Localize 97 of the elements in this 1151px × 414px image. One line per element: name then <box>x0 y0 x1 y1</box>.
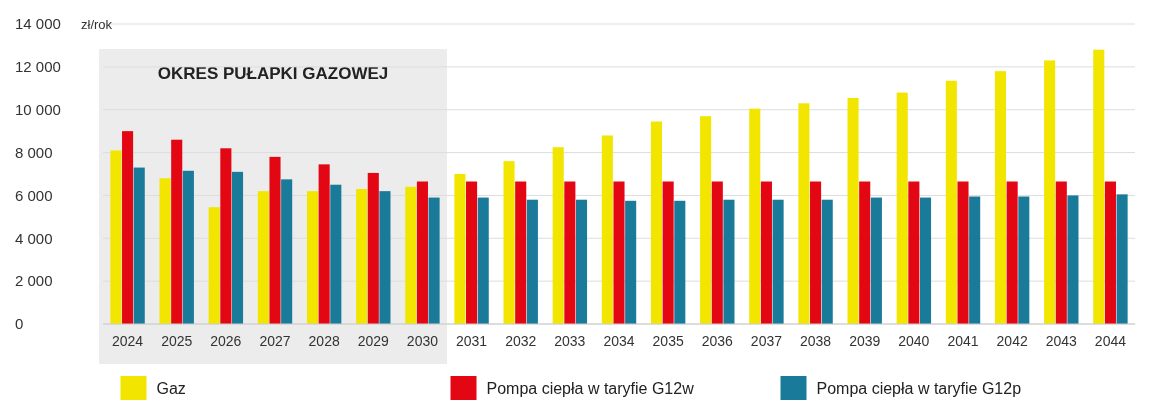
bar <box>847 97 859 324</box>
bar <box>723 199 735 324</box>
bar <box>859 181 871 324</box>
bar <box>405 186 417 324</box>
bar <box>945 80 957 324</box>
bar <box>367 172 379 324</box>
bar <box>821 199 833 324</box>
bar <box>1006 181 1018 324</box>
x-tick-label: 2025 <box>161 333 193 349</box>
bar <box>454 174 466 324</box>
x-tick-label: 2034 <box>603 333 635 349</box>
bar <box>969 196 981 324</box>
bar <box>564 181 576 324</box>
x-tick-label: 2029 <box>357 333 390 349</box>
x-tick-label: 2031 <box>455 333 488 349</box>
x-tick-label: 2039 <box>849 333 881 349</box>
y-tick-label: 8 000 <box>15 143 53 161</box>
y-tick-label: 14 000 <box>15 15 61 33</box>
bar <box>662 181 674 324</box>
bar <box>159 178 171 324</box>
bar <box>674 200 686 324</box>
x-tick-label: 2028 <box>308 333 340 349</box>
bar <box>1067 195 1079 324</box>
bar <box>700 116 712 324</box>
bar <box>552 147 564 324</box>
x-tick-label: 2036 <box>701 333 734 349</box>
bar <box>110 150 122 324</box>
bar <box>356 189 368 324</box>
bar <box>601 135 613 324</box>
x-tick-label: 2033 <box>554 333 586 349</box>
x-tick-label: 2027 <box>259 333 291 349</box>
x-tick-label: 2037 <box>750 333 783 349</box>
bar <box>515 181 527 324</box>
bar <box>1055 181 1067 324</box>
legend-label: Pompa ciepła w taryfie G12p <box>816 379 1022 397</box>
bar <box>957 181 969 324</box>
y-tick-label: 4 000 <box>15 229 53 247</box>
bar <box>896 92 908 324</box>
y-tick-label: 0 <box>15 315 24 333</box>
bar <box>257 191 269 324</box>
bar <box>711 181 723 324</box>
legend-label: Gaz <box>156 379 186 397</box>
bar <box>171 139 183 324</box>
bar <box>810 181 822 324</box>
y-tick-label: 2 000 <box>15 272 53 290</box>
bar <box>994 71 1007 324</box>
bar <box>575 199 588 324</box>
bar <box>220 148 232 324</box>
bar <box>1018 196 1030 324</box>
bar <box>208 207 220 324</box>
y-tick-label: 10 000 <box>15 100 61 118</box>
band-label: OKRES PUŁAPKI GAZOWEJ <box>157 64 389 83</box>
bar <box>416 181 428 324</box>
bar <box>330 184 342 324</box>
bar <box>526 199 538 324</box>
bar <box>306 191 319 324</box>
x-tick-label: 2035 <box>652 333 684 349</box>
bar <box>1093 49 1105 324</box>
bar <box>466 181 478 324</box>
bar <box>269 156 281 324</box>
bar <box>1044 60 1056 324</box>
bar <box>650 121 663 324</box>
x-tick-label: 2040 <box>898 333 930 349</box>
x-tick-label: 2032 <box>505 333 537 349</box>
x-tick-label: 2042 <box>996 333 1028 349</box>
bar <box>281 179 293 324</box>
bar <box>122 131 134 324</box>
bar <box>908 181 920 324</box>
legend-label: Pompa ciepła w taryfie G12w <box>486 379 695 397</box>
bar <box>1116 194 1128 324</box>
bar <box>613 181 625 324</box>
bar <box>182 170 194 324</box>
bar <box>503 161 515 324</box>
x-tick-label: 2024 <box>111 333 144 349</box>
bar <box>379 191 391 324</box>
bar <box>798 103 810 324</box>
y-axis-title: zł/rok <box>81 16 113 32</box>
bar <box>477 197 489 324</box>
bar <box>318 164 330 324</box>
bar <box>919 197 932 324</box>
bar <box>428 197 440 324</box>
y-tick-label: 12 000 <box>15 58 61 76</box>
bar <box>870 197 882 324</box>
bar <box>133 167 145 324</box>
x-tick-label: 2030 <box>406 333 439 349</box>
bar <box>625 200 637 324</box>
bar <box>1104 181 1116 324</box>
bar <box>231 171 244 324</box>
bar <box>772 199 784 324</box>
bar <box>749 108 761 324</box>
x-tick-label: 2026 <box>210 333 242 349</box>
bar <box>760 181 772 324</box>
x-tick-label: 2041 <box>947 333 979 349</box>
y-tick-label: 6 000 <box>15 186 53 204</box>
x-tick-label: 2044 <box>1094 333 1127 349</box>
x-tick-label: 2043 <box>1045 333 1078 349</box>
x-tick-label: 2038 <box>799 333 832 349</box>
